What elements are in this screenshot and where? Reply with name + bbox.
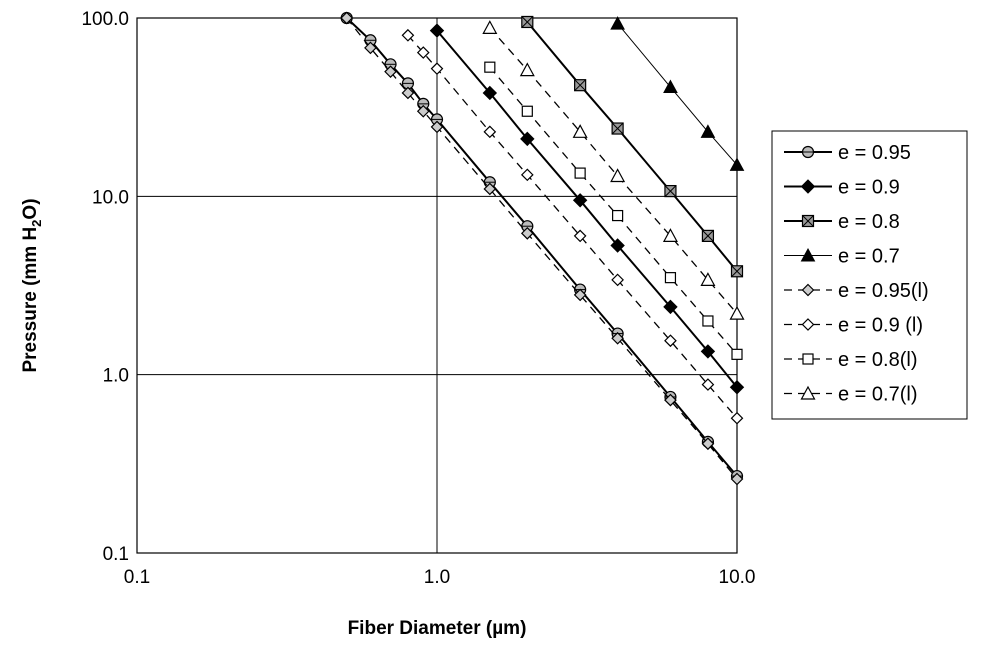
data-point-marker (485, 62, 495, 72)
series-line (408, 35, 737, 418)
series-7 (485, 62, 742, 359)
data-point-marker (732, 413, 743, 424)
series-6 (402, 30, 742, 424)
series-5 (341, 13, 742, 485)
series-1 (341, 13, 742, 482)
data-point-marker (522, 106, 532, 116)
series-layer (341, 13, 743, 485)
data-point-marker (665, 273, 675, 283)
x-tick-label: 0.1 (124, 567, 150, 588)
y-tick-label: 10.0 (92, 187, 129, 208)
legend-label: e = 0.7(l) (838, 384, 917, 406)
y-axis-title: Pressure (mm H2O) (20, 198, 44, 372)
y-tick-label: 100.0 (81, 9, 129, 30)
legend-label: e = 0.9 (838, 177, 900, 199)
series-3 (522, 16, 743, 276)
data-point-marker (611, 17, 624, 29)
data-point-marker (483, 21, 496, 33)
data-point-marker (613, 211, 623, 221)
series-line (618, 24, 737, 165)
x-axis-title: Fiber Diameter (µm) (348, 618, 527, 639)
data-point-marker (803, 354, 813, 364)
y-tick-label: 0.1 (103, 544, 129, 565)
legend-box (772, 131, 967, 419)
series-2 (431, 24, 744, 394)
y-tick-label: 1.0 (103, 366, 129, 387)
series-4 (611, 17, 743, 170)
grid (137, 18, 737, 553)
x-tick-label: 1.0 (424, 567, 450, 588)
data-point-marker (703, 316, 713, 326)
legend: e = 0.95 e = 0.9 e = 0.8 e = 0.7 e = 0.95(l)… (772, 131, 967, 419)
legend-label: e = 0.8(l) (838, 349, 917, 371)
legend-label: e = 0.8 (838, 211, 900, 233)
legend-label: e = 0.95 (838, 142, 911, 164)
legend-label: e = 0.9 (l) (838, 315, 923, 337)
data-point-marker (732, 349, 742, 359)
legend-label: e = 0.7 (838, 246, 900, 268)
series-line (437, 31, 737, 388)
x-tick-label: 10.0 (719, 567, 756, 588)
legend-label: e = 0.95(l) (838, 280, 929, 302)
data-point-marker (575, 168, 585, 178)
